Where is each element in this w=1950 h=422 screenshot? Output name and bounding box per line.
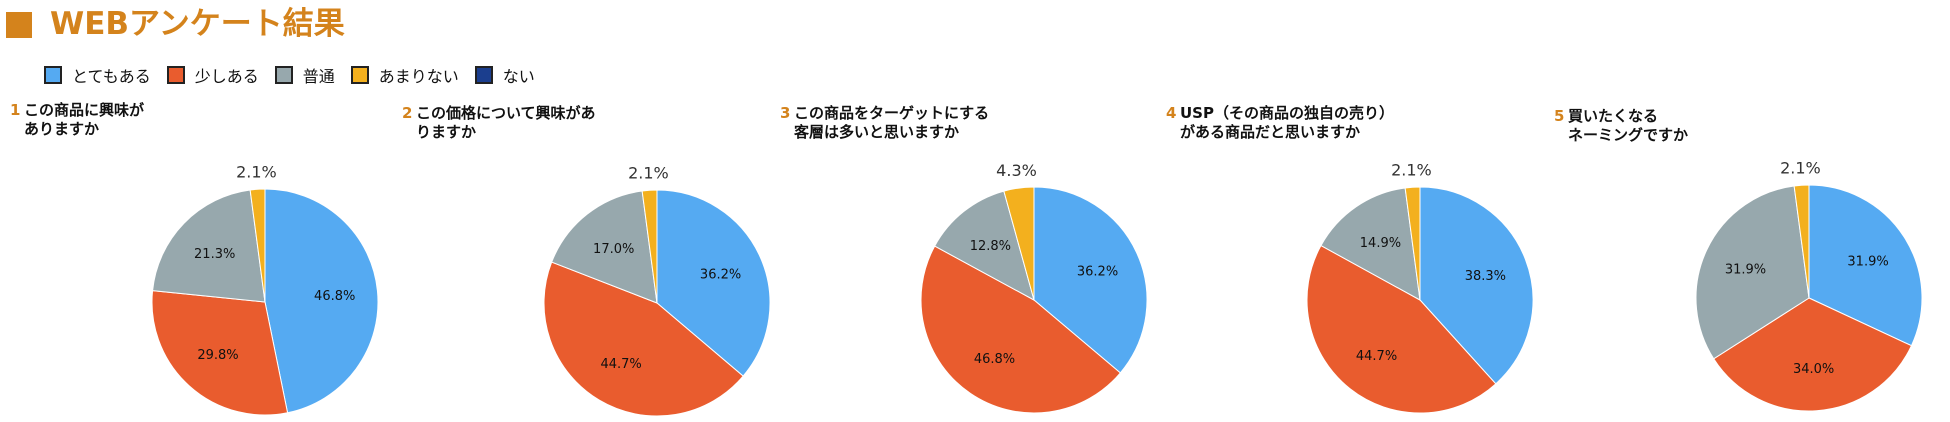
pie-data-label: 31.9% [1847, 254, 1888, 269]
question-number: 1 [10, 101, 21, 119]
question-text: この商品をターゲットにする 客層は多いと思いますか [794, 104, 990, 141]
legend-item: 普通 [274, 63, 335, 87]
pie-data-label: 46.8% [314, 289, 355, 304]
pie-slice-normal [152, 189, 266, 303]
pie-data-label: 46.8% [974, 352, 1015, 367]
pie-slice-very [1419, 186, 1534, 385]
legend-label: 少しある [194, 67, 259, 86]
pie-data-label: 36.2% [700, 268, 741, 283]
pie-data-label: 14.9% [1360, 236, 1401, 251]
legend-item: あまりない [350, 63, 459, 87]
pie-slice-little [920, 245, 1122, 414]
pie-slice-notmuch [641, 189, 658, 304]
pie-slice-little [543, 261, 744, 417]
pie-slice-normal [934, 190, 1035, 302]
legend-swatch [474, 66, 493, 84]
page-title: WEBアンケート結果 [50, 6, 345, 42]
pie-data-label: 2.1% [1780, 158, 1821, 177]
pie-data-label: 34.0% [1793, 362, 1834, 377]
pie-slice-normal [1695, 185, 1810, 360]
question-number: 4 [1166, 104, 1177, 122]
pie-slice-notmuch [1404, 186, 1421, 301]
pie-slice-normal [551, 190, 658, 304]
question-text: 買いたくなる ネーミングですか [1568, 107, 1689, 144]
pie-slice-very [656, 189, 771, 377]
legend-item: とてもある [44, 63, 151, 87]
question-1: 1 この商品に興味が ありますか [10, 101, 144, 139]
question-number: 2 [402, 104, 413, 122]
question-text: この商品に興味が ありますか [24, 101, 145, 138]
legend-swatch [166, 66, 185, 84]
question-4: 4 USP（その商品の独自の売り） がある商品だと思いますか [1166, 104, 1394, 142]
legend-item: ない [474, 63, 535, 87]
pie-slice-little [1306, 244, 1497, 414]
legend-label: ない [502, 67, 535, 86]
title-square-icon [6, 12, 32, 38]
legend-label: 普通 [302, 67, 335, 86]
legend: とてもある 少しある 普通 あまりない ない [44, 63, 551, 87]
legend-label: あまりない [378, 67, 459, 86]
pie-slice-notmuch [1793, 184, 1810, 299]
legend-item: 少しある [166, 63, 259, 87]
legend-swatch [44, 66, 62, 84]
pie-data-label: 44.7% [600, 357, 641, 372]
question-text: この価格について興味があ りますか [416, 104, 596, 141]
question-5: 5 買いたくなる ネーミングですか [1554, 107, 1688, 145]
pie-data-label: 29.8% [197, 348, 238, 363]
pie-data-label: 12.8% [970, 239, 1011, 254]
question-number: 3 [780, 104, 791, 122]
pie-data-label: 21.3% [194, 247, 235, 262]
pie-data-label: 36.2% [1077, 264, 1118, 279]
pie-data-label: 2.1% [1391, 160, 1432, 179]
pie-slice-little [1713, 297, 1913, 412]
pie-data-label: 2.1% [628, 163, 669, 182]
pie-data-label: 4.3% [996, 161, 1037, 180]
pie-data-label: 2.1% [236, 162, 277, 181]
question-3: 3 この商品をターゲットにする 客層は多いと思いますか [780, 104, 989, 142]
pie-slice-very [1033, 186, 1148, 374]
pie-data-label: 31.9% [1725, 262, 1766, 277]
legend-swatch [274, 66, 293, 84]
question-text: USP（その商品の独自の売り） がある商品だと思いますか [1180, 104, 1394, 141]
pie-slice-normal [1320, 187, 1421, 301]
question-number: 5 [1554, 107, 1565, 125]
pie-slice-very [264, 188, 379, 414]
legend-label: とてもある [72, 67, 151, 86]
pie-slice-very [1808, 184, 1923, 347]
pie-data-label: 17.0% [593, 242, 634, 257]
pie-data-label: 38.3% [1465, 269, 1506, 284]
pie-slice-notmuch [1003, 186, 1035, 301]
pie-slice-little [151, 290, 289, 416]
legend-swatch [350, 66, 369, 84]
pie-slice-notmuch [249, 188, 266, 303]
pie-data-label: 44.7% [1356, 349, 1397, 364]
question-2: 2 この価格について興味があ りますか [402, 104, 596, 142]
